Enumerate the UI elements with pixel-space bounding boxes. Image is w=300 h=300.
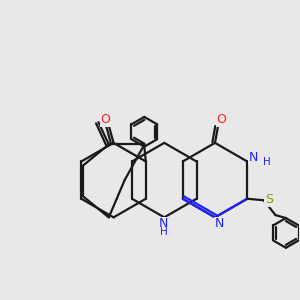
Text: N: N: [215, 218, 224, 230]
Text: O: O: [100, 113, 110, 127]
Text: H: H: [263, 157, 271, 167]
Text: O: O: [217, 113, 226, 127]
Text: N: N: [249, 152, 259, 164]
Text: H: H: [160, 226, 167, 237]
Text: N: N: [159, 218, 168, 230]
Text: S: S: [265, 193, 273, 206]
